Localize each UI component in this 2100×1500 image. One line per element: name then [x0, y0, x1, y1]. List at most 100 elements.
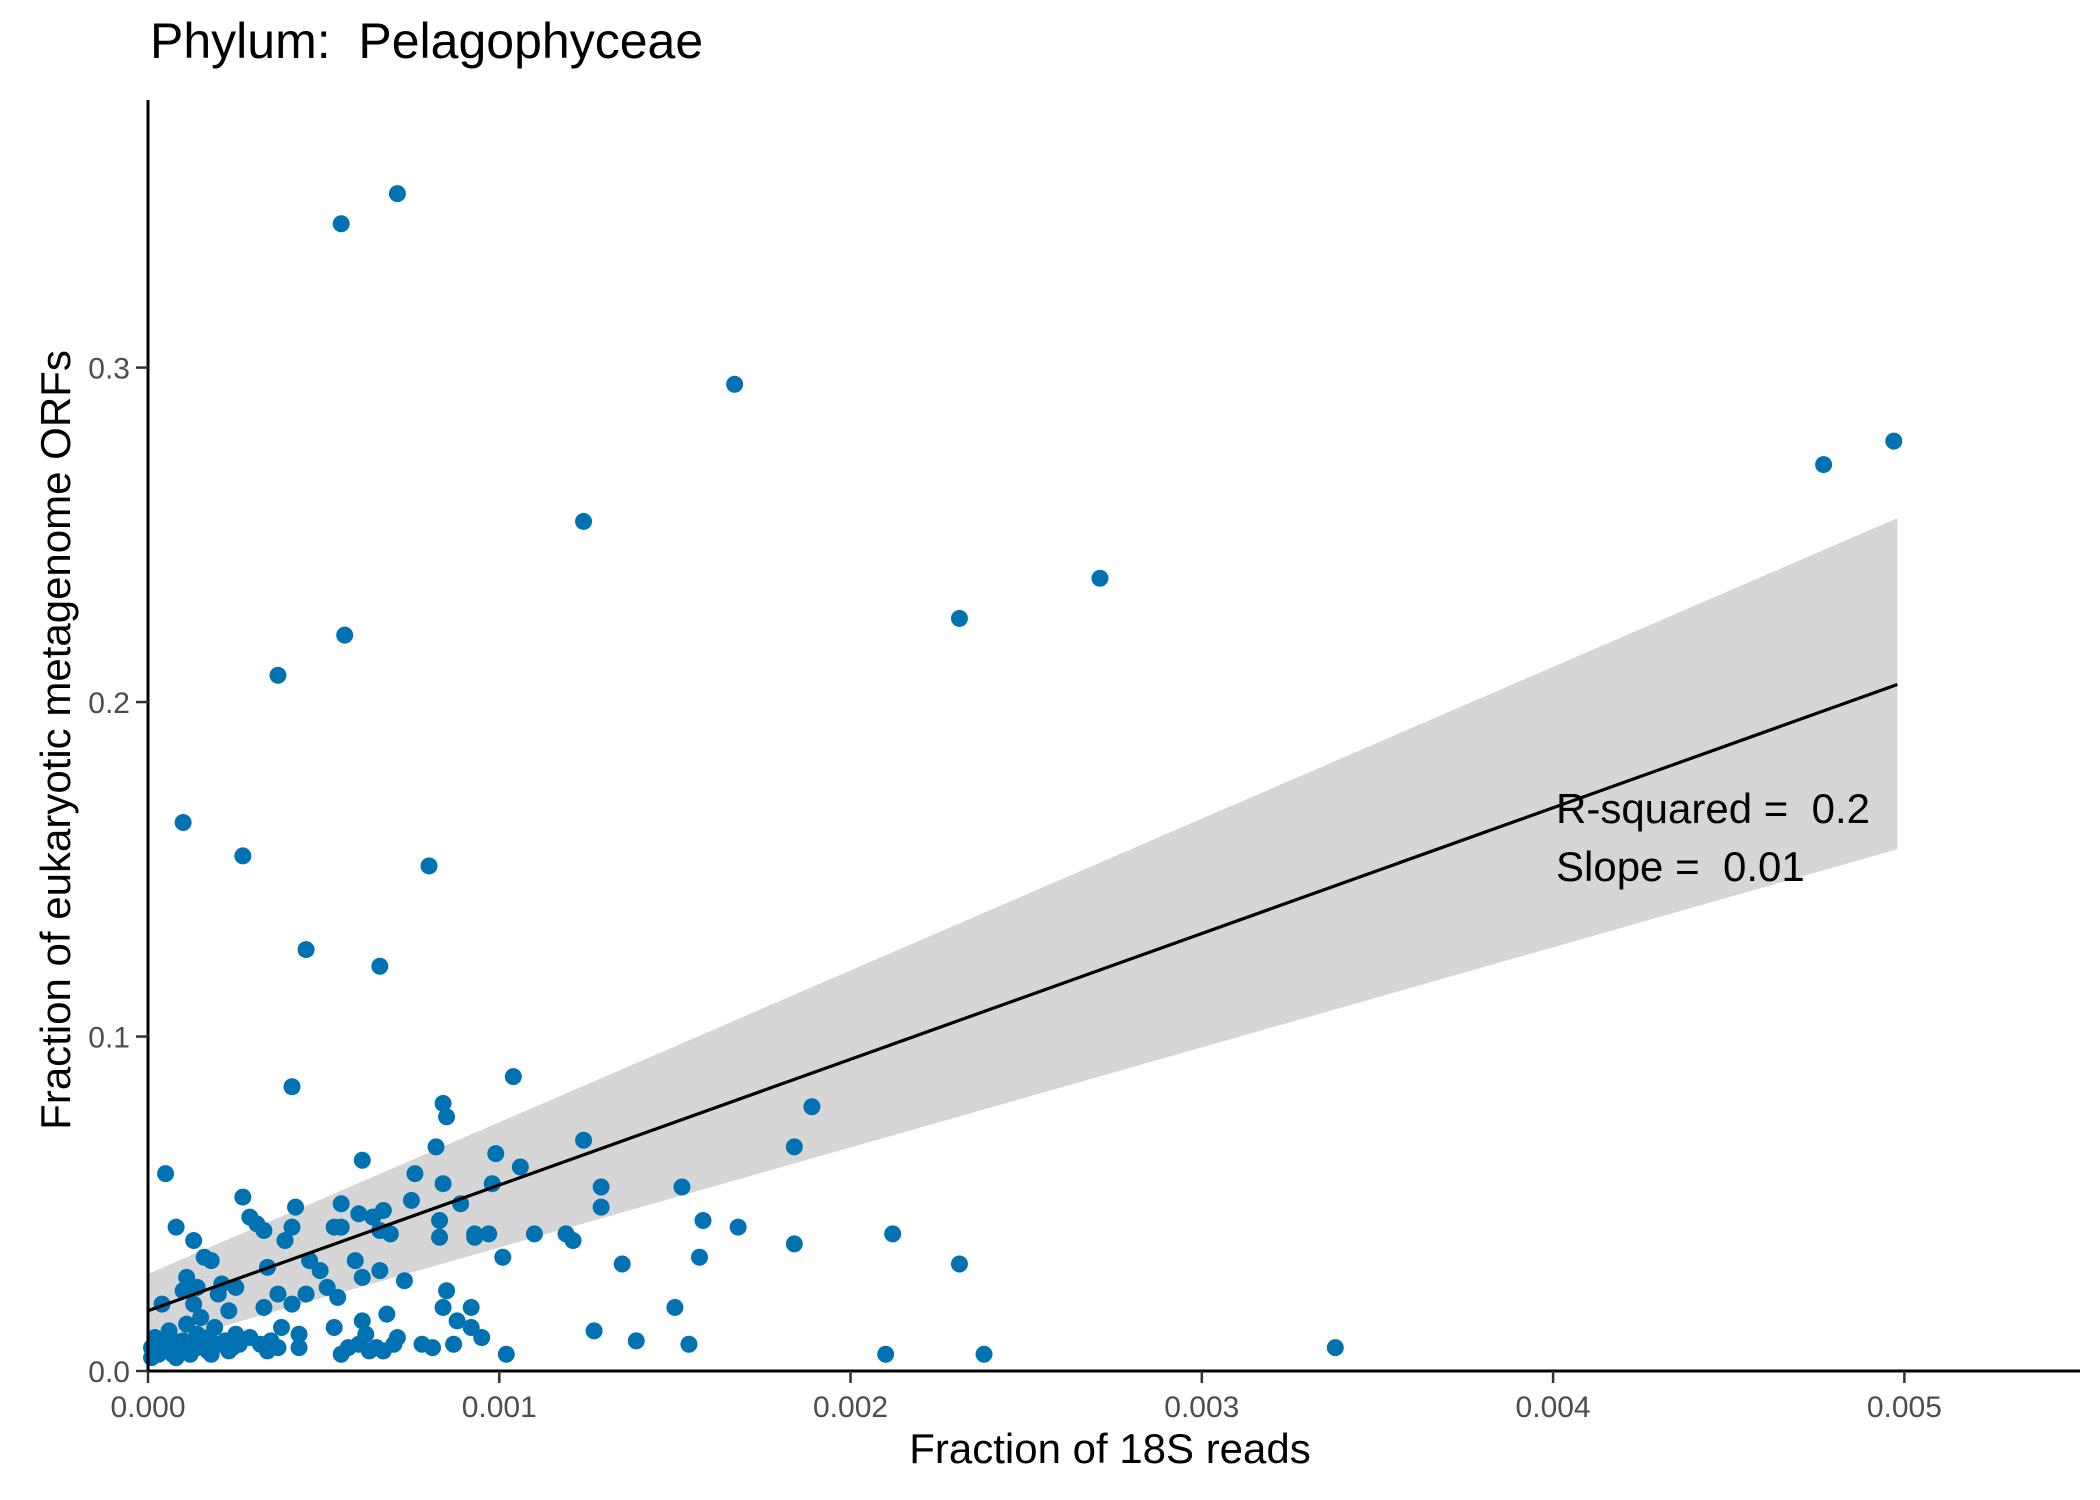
data-point — [283, 1078, 301, 1096]
x-tick-label: 0.004 — [1516, 1391, 1591, 1424]
data-point — [287, 1198, 305, 1216]
data-point — [525, 1225, 543, 1243]
data-point — [178, 1268, 196, 1286]
data-point — [1885, 432, 1903, 450]
data-point — [174, 1282, 192, 1300]
data-point — [575, 512, 593, 530]
data-point — [402, 1191, 420, 1209]
data-point — [462, 1298, 480, 1316]
data-point — [143, 1349, 161, 1367]
data-point — [353, 1312, 371, 1330]
data-point — [673, 1178, 691, 1196]
data-point — [690, 1248, 708, 1266]
data-point — [729, 1218, 747, 1236]
data-point — [269, 666, 287, 684]
data-point — [388, 185, 406, 203]
x-tick-label: 0.001 — [462, 1391, 537, 1424]
data-point — [332, 1195, 350, 1213]
data-point — [234, 847, 252, 865]
r-squared-annotation: R-squared = 0.2 — [1556, 785, 1871, 832]
data-point — [178, 1315, 196, 1333]
data-point — [424, 1339, 442, 1357]
data-point — [202, 1345, 220, 1363]
data-point — [290, 1325, 308, 1343]
data-point — [466, 1228, 484, 1246]
confidence-band-layer — [148, 518, 1898, 1348]
axes: 0.000 0.001 0.002 0.003 0.004 0.005 0.0 0.1 0.2 0… — [88, 100, 2080, 1424]
data-point — [258, 1342, 276, 1360]
regression-line-layer — [147, 682, 1898, 1313]
data-point — [332, 215, 350, 233]
data-point — [297, 941, 315, 959]
x-tick-label: 0.003 — [1164, 1391, 1239, 1424]
data-point — [311, 1262, 329, 1280]
data-point — [497, 1345, 515, 1363]
data-point — [950, 609, 968, 627]
data-point — [346, 1252, 364, 1270]
data-point — [884, 1225, 902, 1243]
data-point — [445, 1335, 463, 1353]
y-tick-label: 0.2 — [88, 687, 130, 720]
data-point — [192, 1308, 210, 1326]
data-point — [255, 1298, 273, 1316]
data-point — [785, 1138, 803, 1156]
data-point — [438, 1108, 456, 1126]
data-point — [353, 1268, 371, 1286]
y-axis-label: Fraction of eukaryotic metagenome ORFs — [32, 350, 79, 1130]
data-point — [374, 1342, 392, 1360]
data-point — [185, 1295, 203, 1313]
data-point — [227, 1278, 245, 1296]
data-point — [272, 1319, 290, 1337]
data-point — [564, 1232, 582, 1250]
data-point — [167, 1218, 185, 1236]
data-point — [877, 1345, 895, 1363]
data-point — [395, 1272, 413, 1290]
y-tick-label: 0.3 — [88, 353, 130, 386]
data-point — [360, 1342, 378, 1360]
confidence-band — [148, 518, 1898, 1348]
data-point — [290, 1339, 308, 1357]
data-point — [431, 1211, 449, 1229]
data-point — [378, 1305, 396, 1323]
data-point — [420, 857, 438, 875]
y-tick-label: 0.0 — [88, 1356, 130, 1389]
data-point — [487, 1145, 505, 1163]
data-point — [350, 1205, 368, 1223]
x-tick-label: 0.000 — [110, 1391, 185, 1424]
data-point — [1326, 1339, 1344, 1357]
regression-line — [147, 682, 1898, 1313]
data-point — [480, 1225, 498, 1243]
data-point — [785, 1235, 803, 1253]
data-point — [234, 1188, 252, 1206]
data-point — [283, 1218, 301, 1236]
data-point — [448, 1312, 466, 1330]
data-point — [283, 1295, 301, 1313]
data-point — [195, 1332, 213, 1350]
data-point — [950, 1255, 968, 1273]
data-point — [585, 1322, 603, 1340]
data-point — [434, 1175, 452, 1193]
data-point — [332, 1345, 350, 1363]
data-point — [666, 1298, 684, 1316]
data-point — [353, 1151, 371, 1169]
data-point — [434, 1298, 452, 1316]
data-point — [462, 1319, 480, 1337]
x-tick-label: 0.005 — [1867, 1391, 1942, 1424]
y-tick-label: 0.1 — [88, 1022, 130, 1055]
data-point — [438, 1282, 456, 1300]
data-point — [269, 1285, 287, 1303]
data-point — [494, 1248, 512, 1266]
data-point — [276, 1232, 294, 1250]
data-point — [209, 1285, 227, 1303]
data-point — [694, 1211, 712, 1229]
data-point — [1815, 456, 1833, 474]
data-point — [157, 1165, 175, 1183]
data-point — [220, 1302, 238, 1320]
data-point — [504, 1068, 522, 1086]
data-point — [406, 1165, 424, 1183]
data-point — [431, 1228, 449, 1246]
data-point — [575, 1131, 593, 1149]
data-point — [332, 1218, 350, 1236]
data-point — [434, 1094, 452, 1112]
